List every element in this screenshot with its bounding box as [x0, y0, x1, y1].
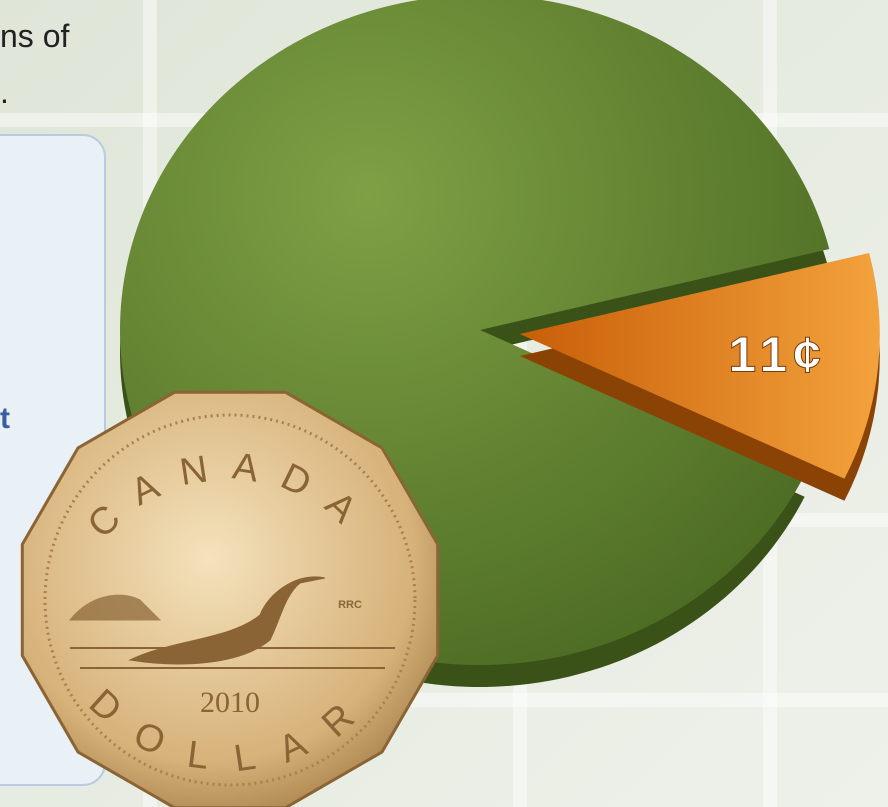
coin-year: 2010 — [200, 686, 260, 719]
text-fragment: . — [0, 74, 9, 110]
text-fragment: t — [0, 402, 10, 435]
data-label: 11¢ — [728, 327, 827, 383]
loon — [68, 576, 395, 669]
pie-slice — [519, 252, 880, 479]
coin-mark: RRC — [338, 599, 362, 611]
coin-body — [20, 390, 440, 807]
coin-beads — [43, 413, 417, 787]
coin: CANADA DOLLAR 2010 RRC — [20, 390, 440, 807]
text-fragment: ns of — [0, 18, 69, 54]
